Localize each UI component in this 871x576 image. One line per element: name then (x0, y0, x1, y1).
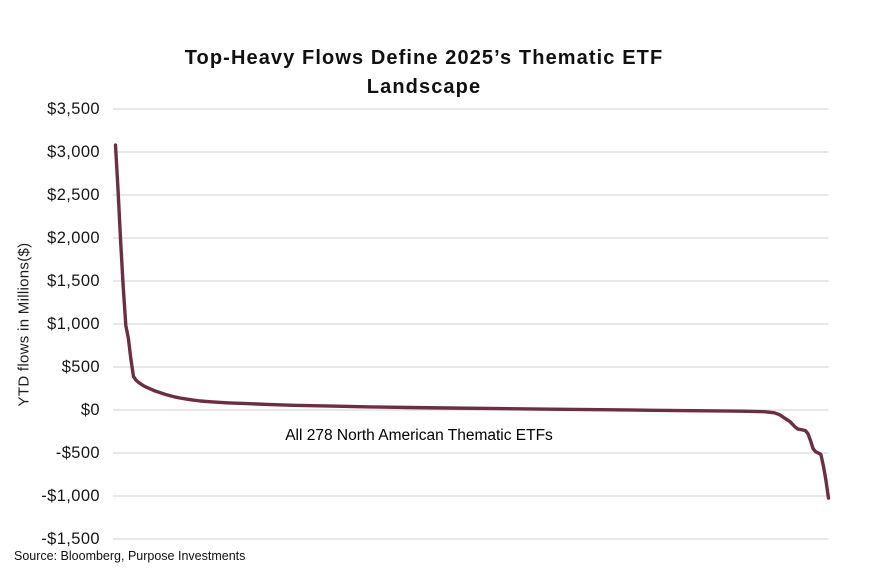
y-tick-label: $1,000 (47, 315, 100, 333)
y-tick-label: $0 (80, 401, 100, 419)
y-tick-label: $3,000 (47, 143, 100, 161)
y-tick-label: $3,500 (47, 100, 100, 118)
y-tick-label: -$500 (55, 444, 100, 462)
y-tick-label: $2,500 (47, 186, 100, 204)
chart-title-line1: Top-Heavy Flows Define 2025’s Thematic E… (184, 47, 664, 69)
chart-title-line2: Landscape (366, 76, 482, 98)
flows-line-series (113, 143, 831, 500)
chart-annotation: All 278 North American Thematic ETFs (285, 427, 553, 444)
y-axis-tick-labels: $3,500 $3,000 $2,500 $2,000 $1,500 $1,000 $500… (0, 0, 100, 576)
source-note: Source: Bloomberg, Purpose Investments (14, 549, 246, 563)
y-tick-label: -$1,500 (41, 530, 100, 548)
y-tick-label: $1,500 (47, 272, 100, 290)
y-tick-label: -$1,000 (41, 487, 100, 505)
y-tick-label: $500 (61, 358, 100, 376)
chart-title: Top-Heavy Flows Define 2025’s Thematic E… (24, 44, 824, 102)
y-tick-label: $2,000 (47, 229, 100, 247)
